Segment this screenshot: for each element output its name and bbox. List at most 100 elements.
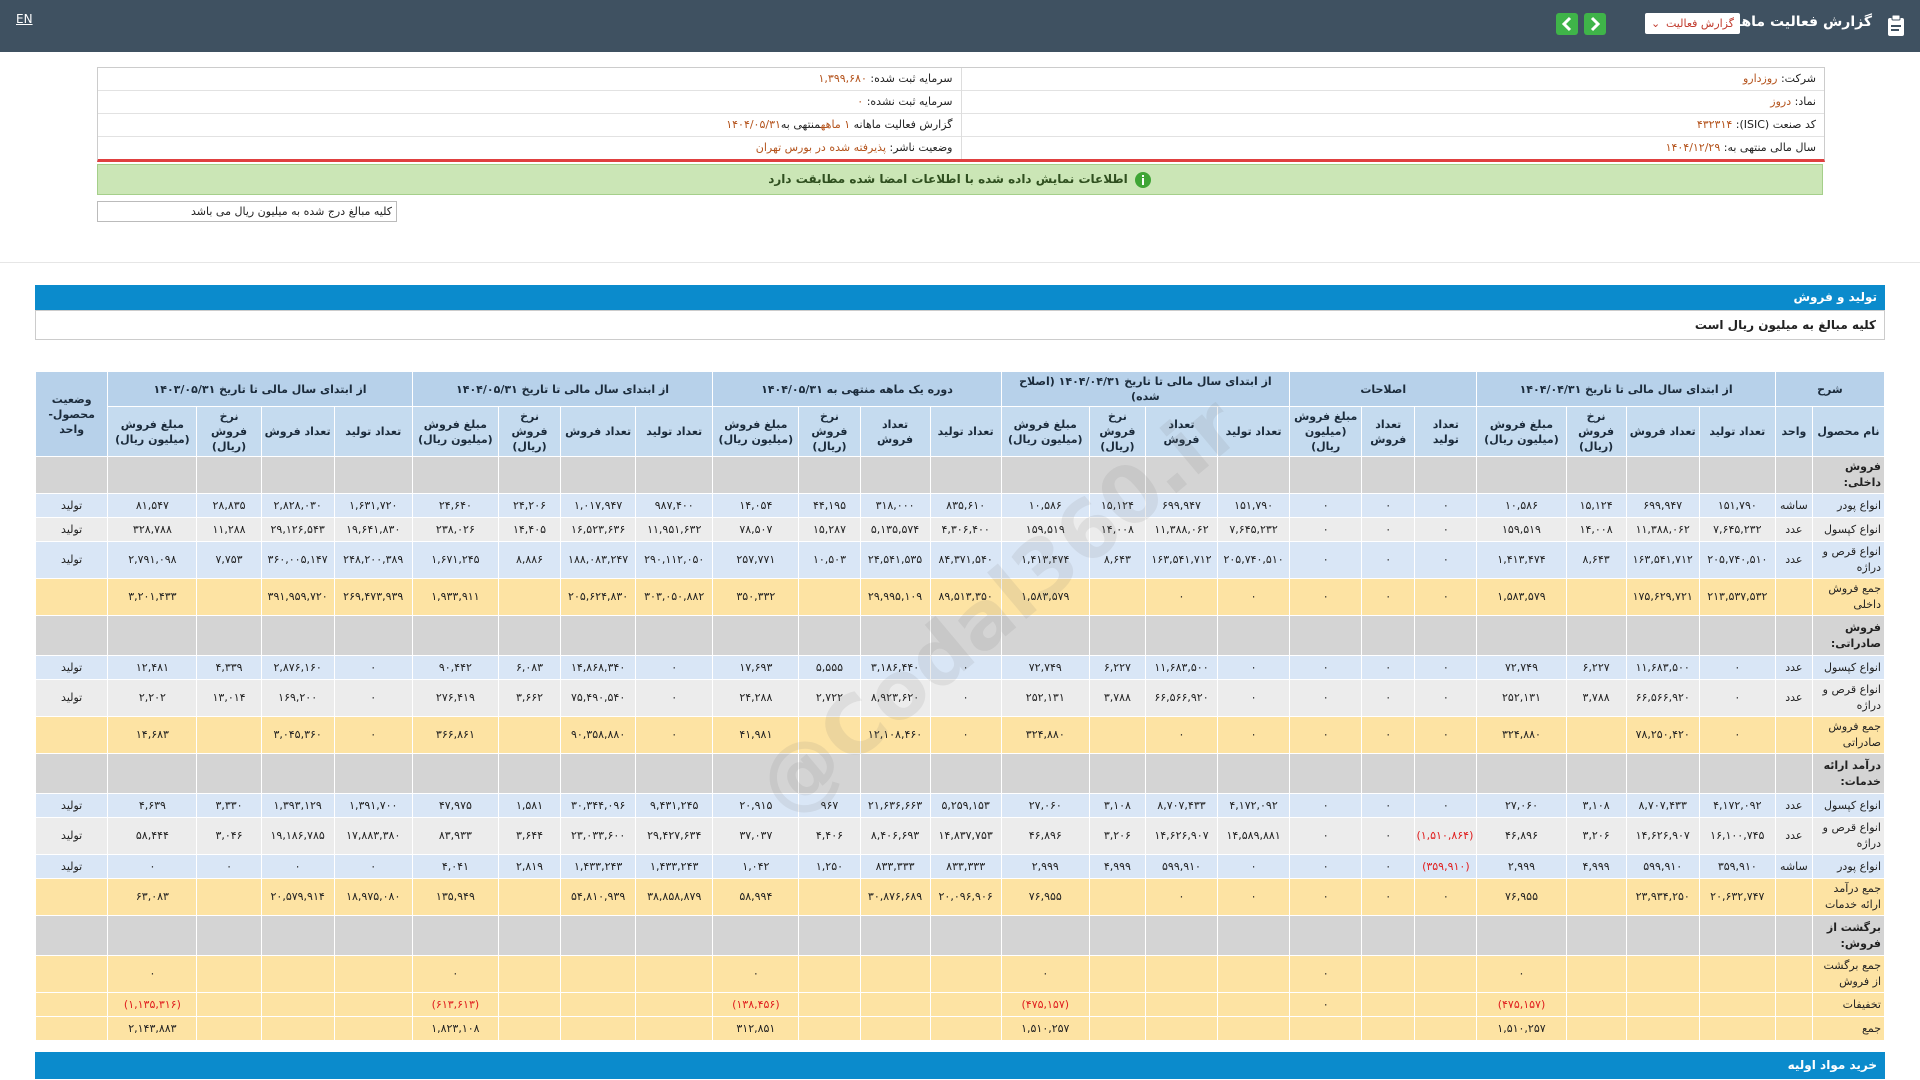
table-row: انواع کپسول عدد ۴,۱۷۲,۰۹۲ ۸,۷۰۷,۴۳۳ ۳,۱۰۸ ۲۷,… <box>34 793 1886 818</box>
cell: ۰ <box>1289 878 1363 916</box>
cell: ۰ <box>929 655 1002 680</box>
cell: ۱۵۱,۷۹۰ <box>1217 493 1291 518</box>
cell <box>929 456 1002 494</box>
cell: ۴,۶۳۹ <box>107 793 198 818</box>
cell: ۴,۳۳۹ <box>196 655 262 680</box>
cell: ۵,۱۳۵,۵۷۴ <box>859 517 931 542</box>
cell: ۹,۴۳۱,۲۴۵ <box>635 793 714 818</box>
cell: ۰ <box>1217 716 1291 754</box>
table-row: تخفیفات (۴۷۵,۱۵۷) ۰ (۴۷۵,۱۵۷) (۱۳۸,۴۵۶) (۶۱۳,… <box>34 992 1886 1017</box>
cell <box>107 915 198 956</box>
value: ۱۴۰۴/۱۲/۲۹ <box>1665 141 1721 154</box>
cell <box>1414 615 1478 656</box>
cell <box>798 716 861 754</box>
cell: ۰ <box>1289 517 1363 542</box>
column-header: نرخ فروش (ریال) <box>1565 406 1627 457</box>
label: سرمایه ثبت شده: <box>870 72 953 85</box>
cell <box>1414 955 1478 993</box>
cell: ۹۸۷,۴۰۰ <box>635 493 714 518</box>
cell <box>34 716 109 754</box>
cell: ۱۶,۱۰۰,۷۴۵ <box>1698 817 1776 855</box>
cell: ۰ <box>1217 679 1291 717</box>
cell <box>1361 753 1416 794</box>
cell: ۲۴,۵۴۱,۵۳۵ <box>859 541 931 579</box>
cell: ۰ <box>1217 655 1291 680</box>
column-header: مبلغ فروش (میلیون ریال) <box>712 406 800 457</box>
cell: ۹۰,۳۵۸,۸۸۰ <box>560 716 637 754</box>
cell: ۱۵۹,۵۱۹ <box>1000 517 1090 542</box>
cell: ۳,۶۶۲ <box>497 679 562 717</box>
language-toggle[interactable]: EN <box>16 12 33 26</box>
row-label: انواع قرص و دراژه <box>1811 541 1886 579</box>
table-row: انواع کپسول عدد ۰ ۱۱,۶۸۳,۵۰۰ ۶,۲۲۷ ۷۲,۷۴۹ ۰ ۰ ۰ ۰… <box>34 655 1886 680</box>
column-header: مبلغ فروش (میلیون ریال) <box>1289 406 1363 457</box>
cell <box>560 456 637 494</box>
cell <box>1217 915 1291 956</box>
cell: ۰ <box>1289 793 1363 818</box>
report-select[interactable]: گزارش فعالیت ⌄ <box>1645 13 1740 34</box>
cell <box>1144 1016 1219 1041</box>
table-row: انواع قرص و دراژه عدد ۱۶,۱۰۰,۷۴۵ ۱۴,۶۲۶,۹۰۷… <box>34 817 1886 855</box>
cell: ۴,۹۹۹ <box>1565 854 1627 879</box>
cell <box>1144 615 1219 656</box>
cell <box>1774 992 1813 1017</box>
cell: (۴۷۵,۱۵۷) <box>1476 992 1567 1017</box>
label: سرمایه ثبت نشده: <box>866 95 953 108</box>
cell: ۴,۱۷۲,۰۹۲ <box>1698 793 1776 818</box>
cell: ۲۹,۴۲۷,۶۳۴ <box>635 817 714 855</box>
cell: ۰ <box>1361 541 1416 579</box>
cell: ۱۷۵,۶۲۹,۷۲۱ <box>1625 578 1700 616</box>
cell <box>1289 915 1363 956</box>
cell: ۲۰,۶۳۲,۷۴۷ <box>1698 878 1776 916</box>
cell: ۴,۳۰۶,۴۰۰ <box>929 517 1002 542</box>
cell: ۳۵۰,۳۳۲ <box>712 578 800 616</box>
cell: ۰ <box>1698 679 1776 717</box>
prev-button[interactable] <box>1556 13 1578 35</box>
next-button[interactable] <box>1584 13 1606 35</box>
cell <box>1774 915 1813 956</box>
table-row: جمع درآمد ارائه خدمات ۲۰,۶۳۲,۷۴۷ ۲۳,۹۳۴,۲۵… <box>34 878 1886 916</box>
cell <box>196 1016 262 1041</box>
cell: ساشه <box>1774 854 1813 879</box>
cell: ۳۵۹,۹۱۰ <box>1698 854 1776 879</box>
top-bar: EN گزارش فعالیت ماهانه گزارش فعالیت ⌄ <box>0 0 1920 52</box>
cell: ۷۵,۴۹۰,۵۴۰ <box>560 679 637 717</box>
cell: ۰ <box>1289 655 1363 680</box>
cell <box>34 456 109 494</box>
column-header: تعداد فروش <box>560 406 637 457</box>
column-header: نرخ فروش (ریال) <box>798 406 861 457</box>
cell: ۰ <box>333 716 413 754</box>
cell: ۱,۳۹۱,۷۰۰ <box>333 793 413 818</box>
group-header: دوره یک ماهه منتهی به ۱۴۰۴/۰۵/۳۱ <box>712 371 1002 407</box>
cell: ۵۴,۸۱۰,۹۳۹ <box>560 878 637 916</box>
cell: ۳,۲۰۶ <box>1088 817 1146 855</box>
cell <box>1698 992 1776 1017</box>
cell: عدد <box>1774 541 1813 579</box>
cell <box>1625 615 1700 656</box>
row-label: انواع پودر <box>1811 854 1886 879</box>
cell <box>798 992 861 1017</box>
cell: عدد <box>1774 517 1813 542</box>
section-row: درآمد ارائه خدمات: <box>34 753 1886 794</box>
row-label: جمع فروش داخلی <box>1811 578 1886 616</box>
cell: ۴۷,۹۷۵ <box>411 793 499 818</box>
cell <box>1088 915 1146 956</box>
cell: ۱۱,۳۸۸,۰۶۲ <box>1625 517 1700 542</box>
cell: ۰ <box>411 955 499 993</box>
cell: ۱۴,۸۳۷,۷۵۳ <box>929 817 1002 855</box>
cell: ۰ <box>1361 493 1416 518</box>
cell <box>560 915 637 956</box>
cell: ۳۲۸,۷۸۸ <box>107 517 198 542</box>
cell <box>1774 878 1813 916</box>
cell <box>1565 456 1627 494</box>
cell: ۲۵۲,۱۳۱ <box>1476 679 1567 717</box>
cell <box>1625 1016 1700 1041</box>
cell <box>196 955 262 993</box>
cell: (۴۷۵,۱۵۷) <box>1000 992 1090 1017</box>
cell <box>1774 615 1813 656</box>
cell: ۳۰,۸۷۶,۶۸۹ <box>859 878 931 916</box>
cell: ۳,۰۴۵,۳۶۰ <box>260 716 335 754</box>
cell: ۱۴,۵۸۹,۸۸۱ <box>1217 817 1291 855</box>
cell <box>1774 955 1813 993</box>
cell <box>1361 615 1416 656</box>
